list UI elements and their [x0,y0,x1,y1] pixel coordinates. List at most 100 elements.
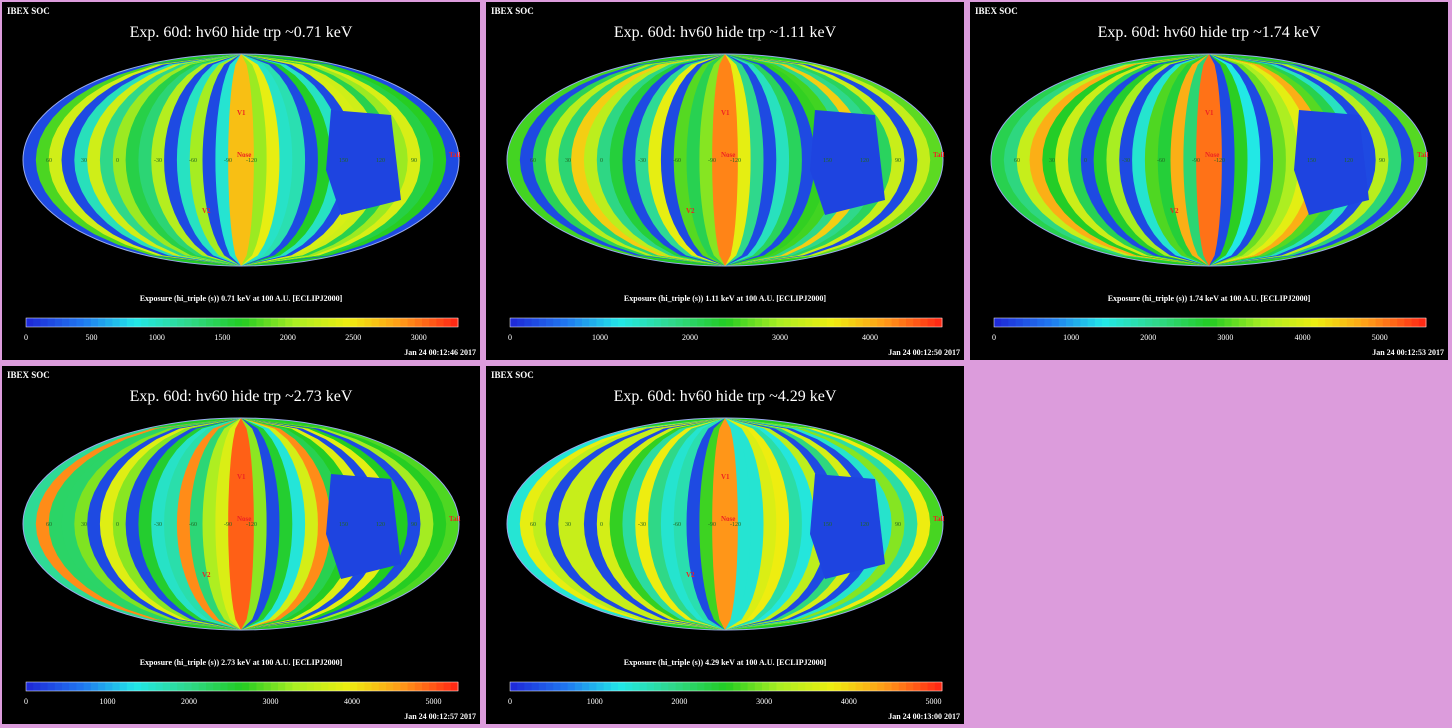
longitude-tick: -90 [224,158,232,164]
colorbar-segment [1123,318,1132,327]
colorbar-tick: 3000 [263,697,279,706]
colorbar-tick: 2000 [1140,333,1156,342]
colorbar-segment [414,318,423,327]
colorbar-segment [682,682,691,691]
colorbar-tick: 4000 [862,333,878,342]
colorbar-segment [436,318,445,327]
exposure-band [228,54,242,266]
longitude-tick: 30 [1049,158,1055,164]
exposure-band [241,54,306,266]
exposure-band [189,418,242,630]
longitude-tick: 150 [823,158,832,164]
colorbar-segment [906,318,914,327]
marker-label: Tail [449,515,460,523]
colorbar-segment [812,318,821,327]
colorbar-segment [517,318,525,327]
colorbar-segment [1289,318,1297,327]
colorbar-segment [177,318,185,327]
colorbar-segment [675,682,684,691]
colorbar-tick: 0 [508,697,512,706]
colorbar-segment [342,318,351,327]
exposure-band [189,54,242,266]
colorbar-segment [726,682,734,691]
colorbar-segment [675,318,684,327]
colorbar-segment [1073,318,1081,327]
colorbar-segment [1202,318,1211,327]
colorbar-segment [891,318,900,327]
exposure-band [1209,54,1287,266]
exposure-band [241,418,281,630]
colorbar-segment [198,318,207,327]
colorbar-segment [357,682,365,691]
marker-label: V2 [686,571,695,579]
colorbar-segment [1332,318,1341,327]
colorbar-segment [1418,318,1427,327]
exposure-band [1119,54,1210,266]
colorbar-segment [126,318,135,327]
exposure-band [1196,54,1210,266]
colorbar-segment [934,682,943,691]
low-exposure-region [1294,110,1369,215]
colorbar-segment [1138,318,1146,327]
colorbar-segment [538,682,547,691]
longitude-tick: 0 [1084,158,1087,164]
colorbar-label: Exposure (hi_triple (s)) 0.71 keV at 100… [139,294,343,303]
exposure-band [241,54,332,266]
colorbar-segment [1166,318,1175,327]
sky-map-svg: 60 30 0 -30 -60 -90 -120 150 120 90 V1 V2 Nose Tail 0 5… [22,53,460,342]
colorbar-segment [697,318,705,327]
colorbar-segment [47,682,56,691]
colorbar-segment [711,318,720,327]
colorbar-segment [1174,318,1182,327]
colorbar-segment [560,682,569,691]
colorbar-segment [1159,318,1168,327]
exposure-band [725,54,816,266]
colorbar-segment [206,682,214,691]
colorbar-segment [510,318,518,327]
colorbar-tick: 1000 [149,333,165,342]
colorbar-segment [1152,318,1161,327]
colorbar-segment [639,682,648,691]
colorbar-segment [870,318,878,327]
exposure-band [725,418,777,630]
longitude-tick: 30 [565,158,571,164]
colorbar-tick: 5000 [926,697,942,706]
colorbar-segment [632,318,641,327]
colorbar-segment [927,318,936,327]
colorbar-segment [386,682,394,691]
colorbar-segment [546,318,554,327]
colorbar-segment [422,682,430,691]
exposure-band [202,418,242,630]
colorbar-tick: 0 [24,697,28,706]
colorbar-segment [170,682,178,691]
colorbar-segment [733,682,741,691]
colorbar-segment [184,318,193,327]
colorbar-segment [920,318,929,327]
colorbar-segment [517,682,525,691]
colorbar-segment [76,682,85,691]
colorbar-segment [704,682,713,691]
colorbar-segment [1267,318,1276,327]
colorbar-segment [162,318,171,327]
colorbar-segment [148,318,157,327]
exposure-band [241,418,268,630]
colorbar-segment [47,318,56,327]
colorbar-tick: 3000 [1217,333,1233,342]
colorbar-segment [407,682,416,691]
low-exposure-region [326,474,401,579]
exposure-band [725,54,765,266]
marker-label: Nose [237,151,251,159]
marker-label: V1 [237,473,246,481]
colorbar-segment [162,682,171,691]
colorbar-segment [112,318,121,327]
colorbar-segment [898,318,907,327]
colorbar-segment [733,318,741,327]
marker-label: V1 [1205,109,1214,117]
sky-map-panel: IBEX SOC Exp. 60d: hv60 hide trp ~1.11 ke… [486,2,964,360]
longitude-tick: 90 [411,522,417,528]
colorbar-segment [33,318,41,327]
colorbar-segment [841,682,849,691]
colorbar-segment [1361,318,1369,327]
colorbar-segment [574,318,583,327]
colorbar-segment [618,682,626,691]
